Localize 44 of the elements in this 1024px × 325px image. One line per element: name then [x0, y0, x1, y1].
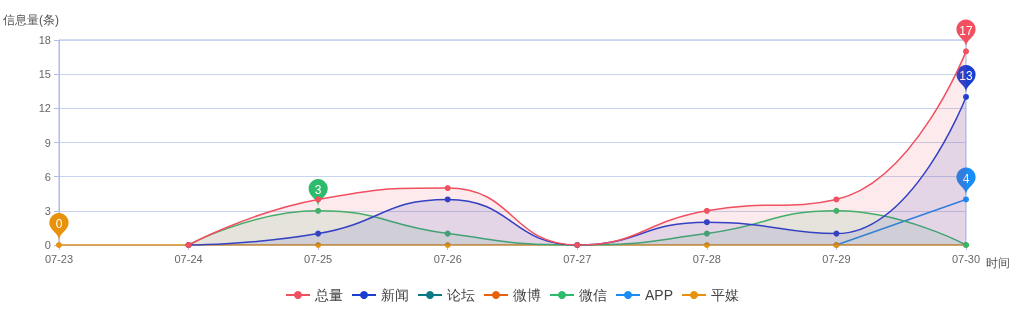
x-tick-label: 07-25	[304, 252, 333, 265]
x-tick-label: 07-30	[951, 252, 981, 265]
point	[833, 207, 840, 214]
x-tick-label: 07-28	[692, 252, 721, 265]
point	[963, 48, 969, 55]
legend-label: 平媒	[711, 287, 740, 303]
x-tick-label: 07-26	[433, 252, 462, 265]
y-tick-label: 0	[44, 239, 51, 251]
legend-label: 微信	[578, 287, 607, 303]
point	[833, 196, 840, 203]
data-label: 3	[314, 183, 322, 198]
data-label: 13	[959, 69, 973, 84]
y-tick-label: 18	[38, 34, 51, 46]
y-tick-label: 9	[44, 136, 51, 149]
point	[444, 230, 451, 237]
x-axis-title: 时间	[985, 256, 1010, 270]
point	[444, 185, 451, 192]
y-tick-label: 6	[44, 170, 51, 183]
legend-label: 新闻	[380, 287, 409, 303]
point	[315, 207, 322, 214]
point	[703, 242, 710, 248]
point	[703, 207, 710, 214]
legend-label: 微博	[512, 287, 541, 303]
point	[703, 219, 710, 226]
y-tick-label: 12	[38, 102, 51, 115]
y-tick-label: 15	[38, 68, 51, 81]
data-label: 17	[959, 23, 973, 38]
point	[833, 230, 840, 237]
point	[315, 196, 322, 203]
x-tick-label: 07-24	[174, 252, 203, 265]
point	[703, 230, 710, 237]
x-tick-label: 07-29	[822, 252, 851, 265]
legend-label: APP	[644, 287, 674, 303]
y-axis-title: 信息量(条)	[2, 13, 59, 27]
point	[963, 93, 969, 100]
legend-label: 论坛	[446, 287, 475, 303]
point	[963, 196, 969, 203]
data-label: 4	[962, 171, 970, 186]
y-tick-label: 3	[44, 204, 51, 217]
point	[315, 230, 322, 237]
x-tick-label: 07-27	[563, 252, 592, 265]
x-tick-label: 07-23	[44, 252, 74, 265]
data-label: 0	[55, 217, 63, 232]
legend-label: 总量	[313, 287, 343, 303]
